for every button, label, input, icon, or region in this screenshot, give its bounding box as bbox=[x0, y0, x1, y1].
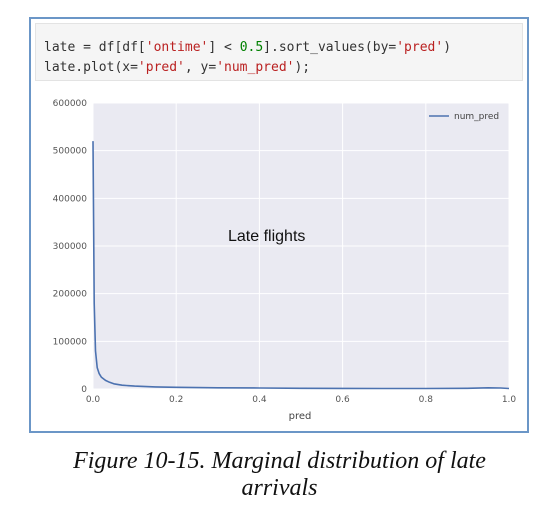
legend: num_pred bbox=[429, 112, 499, 122]
y-tick-label: 0 bbox=[81, 385, 87, 395]
x-tick-label: 1.0 bbox=[502, 395, 517, 405]
code-cell: late = df[df['ontime'] < 0.5].sort_value… bbox=[35, 23, 523, 81]
code-line-1: late = df[df['ontime'] < 0.5].sort_value… bbox=[44, 40, 452, 55]
line-chart: 0.0 0.2 0.4 0.6 0.8 1.0 0 100000 200000 300000 400… bbox=[53, 99, 517, 422]
y-tick-label: 300000 bbox=[53, 242, 88, 252]
code-line-2: late.plot(x='pred', y='num_pred'); bbox=[44, 60, 311, 75]
x-tick-label: 0.0 bbox=[86, 395, 101, 405]
y-tick-label: 600000 bbox=[53, 99, 88, 109]
caption-line-2: arrivals bbox=[241, 475, 318, 501]
y-tick-label: 500000 bbox=[53, 147, 88, 157]
x-tick-label: 0.8 bbox=[419, 395, 434, 405]
y-tick-label: 200000 bbox=[53, 290, 88, 300]
x-tick-label: 0.6 bbox=[335, 395, 350, 405]
x-tick-label: 0.2 bbox=[169, 395, 183, 405]
x-tick-label: 0.4 bbox=[252, 395, 267, 405]
chart-annotation: Late flights bbox=[228, 228, 305, 245]
legend-label: num_pred bbox=[454, 112, 499, 122]
figure-frame: late = df[df['ontime'] < 0.5].sort_value… bbox=[29, 17, 529, 433]
caption-line-1: Figure 10-15. Marginal distribution of l… bbox=[73, 448, 486, 474]
series-line-num_pred bbox=[92, 141, 510, 390]
y-tick-label: 400000 bbox=[53, 194, 88, 204]
y-tick-label: 100000 bbox=[53, 337, 88, 347]
figure-caption: Figure 10-15. Marginal distribution of l… bbox=[0, 448, 559, 502]
x-axis-label: pred bbox=[289, 411, 312, 422]
